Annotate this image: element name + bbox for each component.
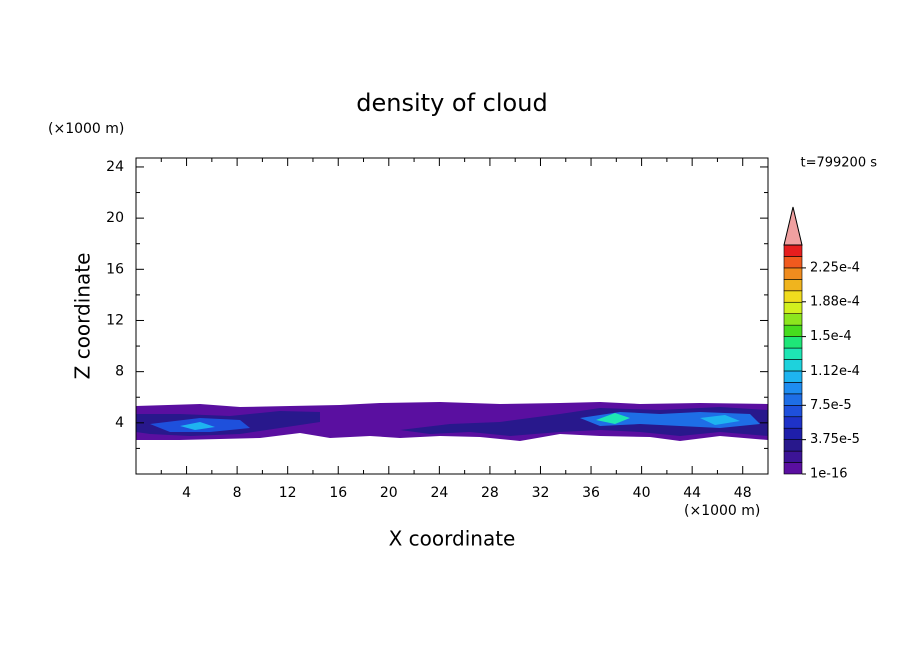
colorbar-extend <box>783 206 803 246</box>
x-tick-label: 8 <box>233 485 242 501</box>
colorbar-tick-label: 1e-16 <box>810 467 848 482</box>
y-tick-label: 8 <box>115 364 124 380</box>
y-tick-label: 16 <box>106 261 124 277</box>
y-axis-label: Z coordinate <box>71 253 95 380</box>
x-tick-label: 4 <box>182 485 191 501</box>
colorbar-tick-label: 1.88e-4 <box>810 294 860 309</box>
x-tick-label: 24 <box>430 485 448 501</box>
colorbar-band <box>783 359 803 372</box>
colorbar-band <box>783 244 803 257</box>
colorbar-band <box>783 370 803 383</box>
colorbar-band <box>783 450 803 463</box>
x-tick-label: 40 <box>633 485 651 501</box>
colorbar-band <box>783 347 803 360</box>
time-label: t=799200 s <box>800 156 877 171</box>
colorbar-band <box>783 301 803 314</box>
colorbar-band <box>783 324 803 337</box>
y-unit: (×1000 m) <box>48 121 124 137</box>
colorbar-band <box>783 462 803 475</box>
colorbar-band <box>783 267 803 280</box>
colorbar-tick-label: 1.5e-4 <box>810 329 852 344</box>
plot-frame <box>135 157 769 475</box>
x-tick-label: 16 <box>329 485 347 501</box>
x-tick-label: 28 <box>481 485 499 501</box>
x-tick-label: 48 <box>734 485 752 501</box>
x-axis-label: X coordinate <box>389 527 516 551</box>
colorbar-band <box>783 427 803 440</box>
y-tick-label: 12 <box>106 312 124 328</box>
colorbar-band <box>783 313 803 326</box>
colorbar-band <box>783 404 803 418</box>
colorbar-tick-label: 7.5e-5 <box>810 398 852 413</box>
x-tick-label: 36 <box>582 485 600 501</box>
colorbar-band <box>783 416 803 429</box>
colorbar-tick-label: 1.12e-4 <box>810 364 860 379</box>
colorbar-tick-label: 2.25e-4 <box>810 260 860 275</box>
chart-title: density of cloud <box>356 89 547 117</box>
colorbar-band <box>783 393 803 406</box>
y-tick-label: 4 <box>115 415 124 431</box>
x-tick-label: 44 <box>683 485 701 501</box>
x-tick-label: 32 <box>532 485 550 501</box>
colorbar-band <box>783 439 803 452</box>
colorbar-band <box>783 279 803 292</box>
y-tick-label: 24 <box>106 159 124 175</box>
x-tick-label: 20 <box>380 485 398 501</box>
y-tick-label: 20 <box>106 210 124 226</box>
colorbar-band <box>783 290 803 303</box>
colorbar-band <box>783 336 803 349</box>
colorbar-band <box>783 382 803 395</box>
colorbar-tick-label: 3.75e-5 <box>810 432 860 447</box>
cloud-field <box>136 402 768 441</box>
x-tick-label: 12 <box>279 485 297 501</box>
x-unit: (×1000 m) <box>684 503 760 519</box>
colorbar-band <box>783 256 803 269</box>
